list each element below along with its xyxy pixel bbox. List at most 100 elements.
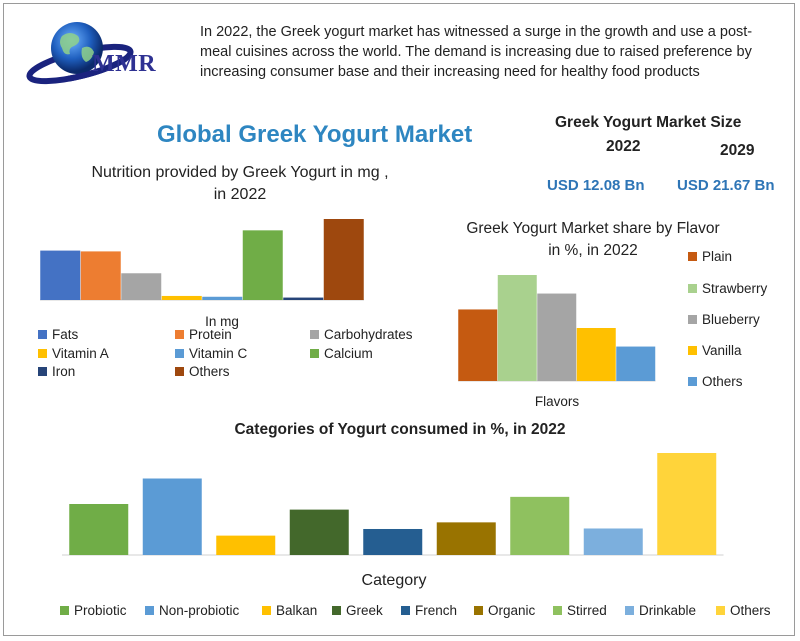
legend-label: Vitamin A [52,346,109,361]
legend-label: Calcium [324,346,373,361]
legend-swatch [310,348,319,358]
legend-label: Strawberry [702,281,768,296]
market-size-value-2022: USD 12.08 Bn [547,177,645,194]
legend-swatch [38,366,47,376]
legend-item-strawberry: Strawberry [688,281,767,296]
bar-carbohydrates [121,273,162,300]
legend-swatch [38,348,47,358]
legend-swatch [145,605,154,615]
bar-vanilla [576,328,616,381]
bar-vitamin-c [202,296,243,300]
legend-label: Balkan [276,603,318,618]
legend-swatch [688,314,697,324]
bar-greek [289,509,349,555]
bar-drinkable [583,528,643,555]
legend-label: Others [730,603,771,618]
page-title: Global Greek Yogurt Market [157,121,473,148]
intro-paragraph: In 2022, the Greek yogurt market has wit… [200,24,753,80]
bar-vitamin-a [161,295,202,300]
chart-2-xlabel: Flavors [535,394,580,409]
legend-item-plain: Plain [688,249,732,264]
legend-label: Fats [52,327,79,342]
legend-swatch [625,605,634,615]
bar-others [616,346,656,381]
bar-fats [40,250,81,300]
legend-label: Plain [702,249,733,264]
legend-swatch [474,605,483,615]
bar-blueberry [537,293,577,381]
bar-organic [436,522,496,555]
bar-balkan [216,535,276,555]
legend-swatch [262,605,271,615]
flavor-chart-title: Greek Yogurt Market share by Flavor in %… [466,220,720,259]
bar-probiotic [69,504,129,555]
legend-item-stirred: Stirred [553,603,607,618]
legend-item-others: Others [716,603,771,618]
legend-label: French [415,603,458,618]
legend-swatch [175,366,184,376]
legend-item-calcium: Calcium [310,346,373,361]
legend-label: Vitamin C [189,346,248,361]
legend-item-iron: Iron [38,364,75,379]
bar-plain [458,309,498,381]
market-size-year-2022: 2022 [606,138,641,155]
nutrition-chart-title: Nutrition provided by Greek Yogurt in mg… [91,164,389,203]
legend-item-fats: Fats [38,327,78,342]
legend-item-blueberry: Blueberry [688,312,760,327]
legend-swatch [716,605,725,615]
legend-item-organic: Organic [474,603,535,618]
bar-iron [283,297,324,300]
legend-item-vitamin-a: Vitamin A [38,346,109,361]
legend-item-greek: Greek [332,603,383,618]
legend-swatch [688,345,697,355]
legend-swatch [688,251,697,261]
market-size-title: Greek Yogurt Market Size [555,114,742,131]
legend-item-balkan: Balkan [262,603,317,618]
mmr-logo: MMR [22,18,182,88]
bar-french [363,528,423,555]
legend-label: Drinkable [639,603,697,618]
legend-label: Carbohydrates [324,327,413,342]
bar-strawberry [497,275,537,381]
legend-swatch [38,329,47,339]
legend-label: Stirred [567,603,607,618]
legend-label: Organic [488,603,536,618]
legend-swatch [688,283,697,293]
legend-label: Non-probiotic [159,603,240,618]
legend-swatch [401,605,410,615]
bar-non-probiotic [142,478,202,555]
legend-swatch [310,329,319,339]
legend-item-carbohydrates: Carbohydrates [310,327,413,342]
legend-label: Vanilla [702,343,742,358]
legend-item-non-probiotic: Non-probiotic [145,603,239,618]
legend-swatch [688,376,697,386]
legend-item-vanilla: Vanilla [688,343,742,358]
legend-item-french: French [401,603,457,618]
legend-swatch [332,605,341,615]
bar-protein [80,251,121,300]
chart-3-xlabel: Category [362,572,427,589]
legend-swatch [553,605,562,615]
legend-label: Probiotic [74,603,127,618]
legend-swatch [175,329,184,339]
legend-item-drinkable: Drinkable [625,603,696,618]
bar-others [657,453,717,555]
legend-label: Protein [189,327,232,342]
legend-label: Blueberry [702,312,760,327]
legend-label: Others [702,374,743,389]
legend-label: Iron [52,364,76,379]
legend-item-others: Others [688,374,743,389]
legend-item-vitamin-c: Vitamin C [175,346,247,361]
logo-text: MMR [92,51,157,77]
category-chart-title: Categories of Yogurt consumed in %, in 2… [234,421,566,438]
legend-item-probiotic: Probiotic [60,603,127,618]
market-size-year-2029: 2029 [720,142,755,159]
legend-swatch [60,605,69,615]
legend-label: Greek [346,603,383,618]
legend-item-protein: Protein [175,327,232,342]
bar-calcium [242,230,283,300]
bar-others [323,219,364,300]
legend-item-others: Others [175,364,230,379]
bar-stirred [510,496,570,555]
